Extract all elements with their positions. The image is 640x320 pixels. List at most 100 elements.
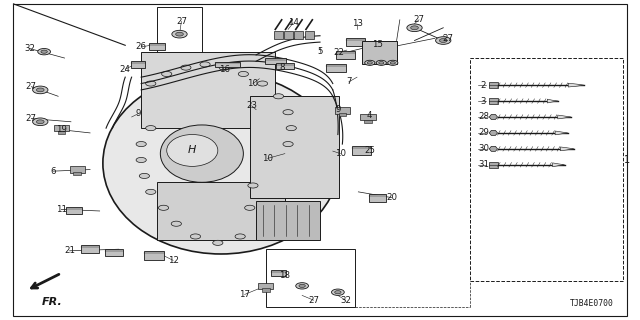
Text: 28: 28 [478, 113, 489, 122]
Circle shape [286, 125, 296, 131]
Text: 4: 4 [367, 111, 372, 120]
Bar [157, 182, 285, 240]
Text: 16: 16 [219, 65, 230, 74]
Bar [346, 38, 365, 46]
Text: 3: 3 [481, 97, 486, 106]
Text: 14: 14 [287, 19, 299, 28]
Bar [131, 61, 145, 68]
Polygon shape [547, 99, 558, 103]
Circle shape [212, 240, 223, 245]
Bar [336, 51, 355, 59]
Text: 1: 1 [623, 155, 630, 165]
Text: 9: 9 [135, 109, 141, 118]
Text: 23: 23 [246, 101, 257, 110]
Circle shape [283, 141, 293, 147]
Circle shape [283, 110, 293, 115]
Bar [70, 166, 85, 173]
Text: 24: 24 [120, 65, 131, 74]
Polygon shape [561, 147, 574, 151]
Ellipse shape [103, 72, 339, 254]
Text: 20: 20 [386, 193, 397, 202]
Bar [144, 251, 164, 260]
Circle shape [335, 291, 341, 294]
Bar [81, 245, 99, 253]
Polygon shape [489, 146, 497, 151]
Circle shape [190, 234, 200, 239]
Text: 27: 27 [308, 296, 319, 305]
Bar [74, 172, 81, 175]
Circle shape [136, 141, 147, 147]
Circle shape [146, 125, 156, 131]
Bar [58, 131, 65, 134]
Text: 8: 8 [279, 63, 284, 72]
Ellipse shape [167, 134, 218, 166]
Bar [66, 207, 82, 214]
Text: 29: 29 [478, 128, 489, 137]
Text: H: H [188, 146, 196, 156]
Text: 2: 2 [481, 81, 486, 90]
Polygon shape [552, 163, 564, 167]
Bar [364, 120, 372, 123]
Bar [294, 31, 303, 39]
Bar [258, 283, 273, 289]
Circle shape [273, 94, 284, 99]
Circle shape [299, 284, 305, 287]
Bar [369, 194, 387, 202]
Bar [470, 58, 623, 281]
Bar [489, 98, 497, 104]
Bar [335, 108, 350, 114]
Text: 27: 27 [26, 114, 37, 123]
Circle shape [136, 157, 147, 163]
Circle shape [41, 50, 47, 53]
Circle shape [33, 118, 48, 125]
Circle shape [390, 61, 396, 64]
Text: 27: 27 [442, 34, 453, 43]
Bar [106, 249, 124, 256]
Circle shape [388, 60, 398, 65]
Bar [54, 125, 69, 131]
Circle shape [248, 183, 258, 188]
Bar [360, 114, 376, 120]
Text: 17: 17 [239, 290, 250, 299]
Circle shape [200, 62, 210, 67]
Circle shape [235, 234, 245, 239]
Bar [265, 58, 285, 64]
Circle shape [238, 71, 248, 76]
Circle shape [159, 205, 169, 210]
Circle shape [332, 289, 344, 295]
Circle shape [38, 49, 51, 55]
Text: 27: 27 [413, 15, 424, 24]
Circle shape [172, 221, 181, 226]
Text: 21: 21 [64, 246, 75, 255]
Text: 9: 9 [335, 105, 340, 114]
Circle shape [146, 189, 156, 195]
Bar [489, 162, 497, 168]
Bar [276, 63, 294, 68]
Circle shape [411, 26, 419, 30]
Bar [326, 64, 346, 72]
Text: 10: 10 [335, 149, 346, 158]
Circle shape [367, 61, 372, 64]
Text: 7: 7 [346, 77, 351, 86]
Circle shape [33, 86, 48, 94]
Polygon shape [489, 115, 497, 119]
Bar [339, 113, 346, 116]
Text: 32: 32 [24, 44, 35, 53]
Text: 31: 31 [478, 160, 489, 169]
Circle shape [140, 173, 150, 179]
Bar [266, 249, 355, 307]
Text: 25: 25 [364, 146, 375, 155]
Bar [262, 288, 269, 292]
Bar [256, 201, 320, 240]
Bar [305, 31, 314, 39]
Text: 22: 22 [333, 48, 345, 57]
Circle shape [146, 81, 156, 86]
Polygon shape [568, 83, 584, 87]
Bar [149, 44, 165, 50]
Polygon shape [489, 131, 497, 135]
Text: 6: 6 [51, 167, 56, 176]
Text: 13: 13 [351, 19, 362, 28]
Bar [214, 61, 240, 67]
Text: 32: 32 [340, 296, 351, 305]
Polygon shape [555, 131, 568, 135]
